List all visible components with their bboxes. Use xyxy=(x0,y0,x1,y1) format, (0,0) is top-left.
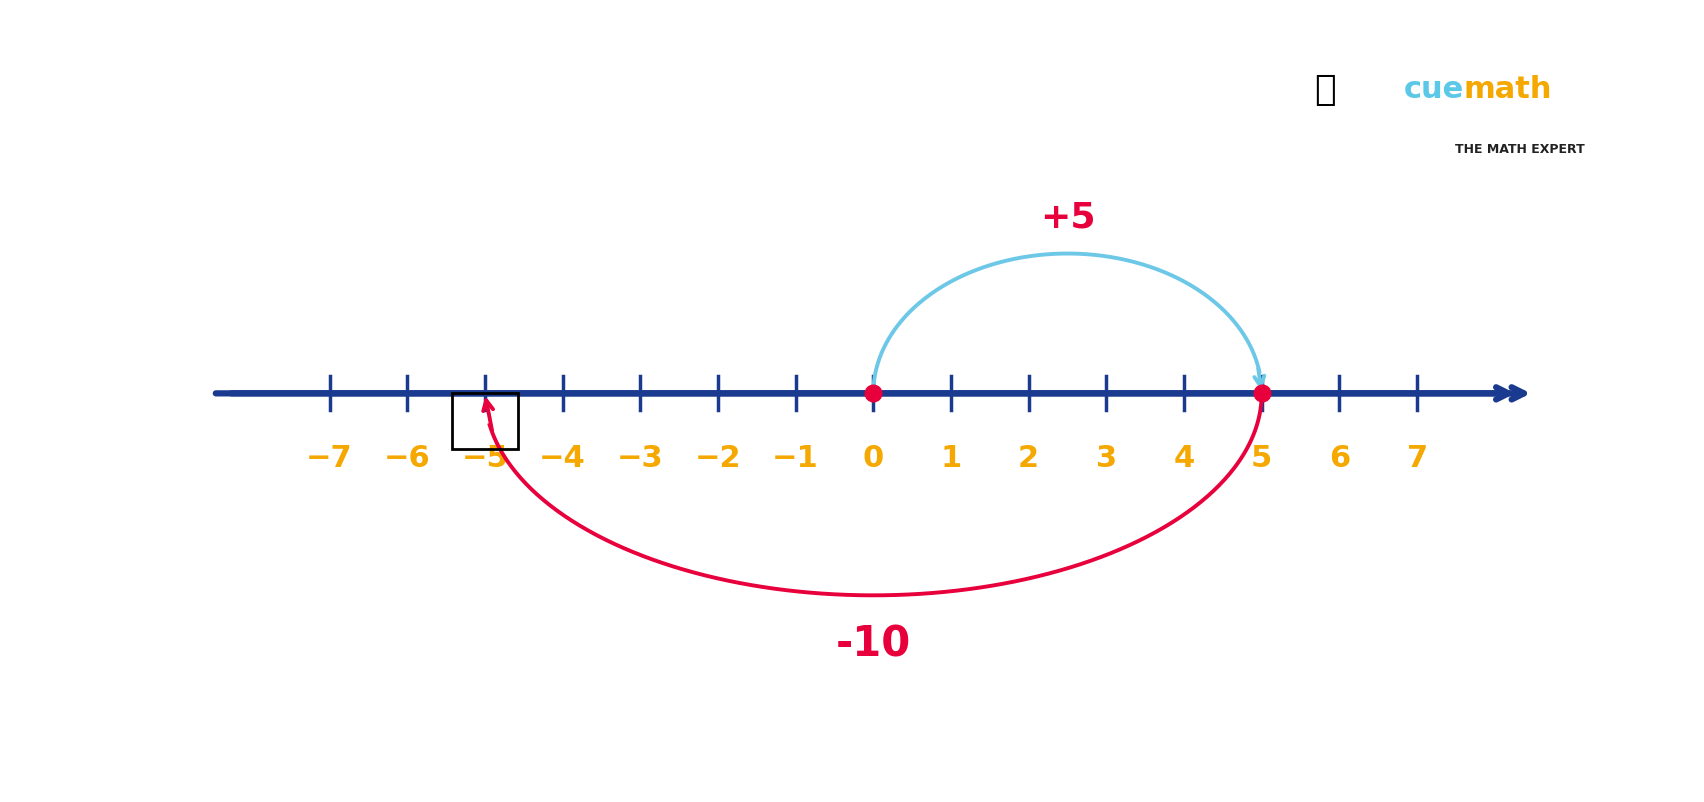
Text: Addition using Number Line: Addition using Number Line xyxy=(61,73,620,111)
Text: −2: −2 xyxy=(695,444,741,473)
Text: 0: 0 xyxy=(862,444,884,473)
Text: 2: 2 xyxy=(1017,444,1039,473)
Text: −4: −4 xyxy=(538,444,586,473)
Text: −7: −7 xyxy=(307,444,353,473)
Text: 4: 4 xyxy=(1174,444,1195,473)
Text: math: math xyxy=(1464,75,1552,104)
Text: 🚀: 🚀 xyxy=(1314,72,1336,107)
Text: 3: 3 xyxy=(1096,444,1116,473)
Text: −1: −1 xyxy=(772,444,820,473)
Text: 5: 5 xyxy=(1251,444,1273,473)
Text: -10: -10 xyxy=(835,623,912,665)
Text: 6: 6 xyxy=(1329,444,1350,473)
Text: 1: 1 xyxy=(941,444,961,473)
Text: 7: 7 xyxy=(1406,444,1428,473)
Text: −3: −3 xyxy=(617,444,663,473)
Text: −6: −6 xyxy=(383,444,431,473)
Text: THE MATH EXPERT: THE MATH EXPERT xyxy=(1455,143,1585,156)
Text: +5: +5 xyxy=(1039,200,1096,234)
Text: cue: cue xyxy=(1404,75,1464,104)
Text: −5: −5 xyxy=(462,444,508,473)
